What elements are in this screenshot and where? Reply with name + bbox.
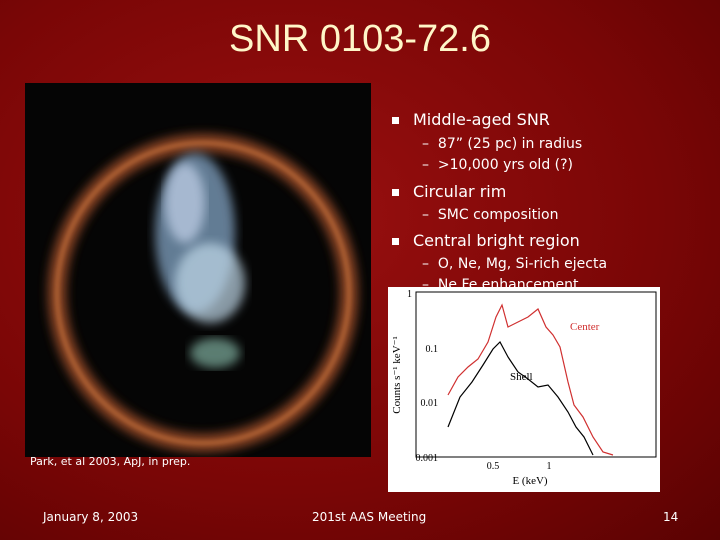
footer-event: 201st AAS Meeting: [312, 510, 427, 524]
sub-bullet-text: SMC composition: [437, 207, 559, 223]
x-axis-label: E (keV): [512, 475, 547, 487]
y-tick-label: 0.001: [416, 453, 439, 464]
x-tick-label: 1: [547, 461, 552, 472]
sub-bullet: – O, Ne, Mg, Si-rich ejecta: [422, 256, 608, 272]
y-axis-label: Counts s⁻¹ keV⁻¹: [391, 336, 403, 414]
series-label: Center: [570, 321, 600, 333]
page-number: 14: [663, 510, 679, 524]
spectrum-plot: Counts s⁻¹ keV⁻¹ E (keV) 1 0.1 0.01 0.00…: [388, 287, 660, 492]
bullet: Central bright region: [392, 231, 580, 250]
sub-bullet-text: >10,000 yrs old (?): [437, 157, 574, 173]
sub-bullet: – >10,000 yrs old (?): [422, 157, 574, 173]
bullet-text: Central bright region: [413, 231, 580, 250]
sub-bullet: – 87” (25 pc) in radius: [422, 136, 583, 152]
y-tick-label: 0.01: [421, 398, 439, 409]
bullet-text: Middle-aged SNR: [413, 110, 550, 129]
y-tick-label: 1: [407, 289, 412, 300]
x-tick-label: 0.5: [487, 461, 500, 472]
xray-image: [25, 83, 371, 457]
series-label: Shell: [510, 371, 533, 383]
y-tick-label: 0.1: [426, 344, 439, 355]
bullet-text: Circular rim: [413, 182, 507, 201]
sub-bullet-text: 87” (25 pc) in radius: [437, 136, 583, 152]
slide-title: SNR 0103-72.6: [229, 18, 491, 60]
sub-bullet: – SMC composition: [422, 207, 559, 223]
bullet: Middle-aged SNR: [392, 110, 550, 129]
footer-date: January 8, 2003: [43, 510, 139, 524]
bullet: Circular rim: [392, 182, 506, 201]
sub-bullet-text: O, Ne, Mg, Si-rich ejecta: [437, 256, 608, 272]
citation: Park, et al 2003, ApJ, in prep.: [30, 455, 191, 468]
